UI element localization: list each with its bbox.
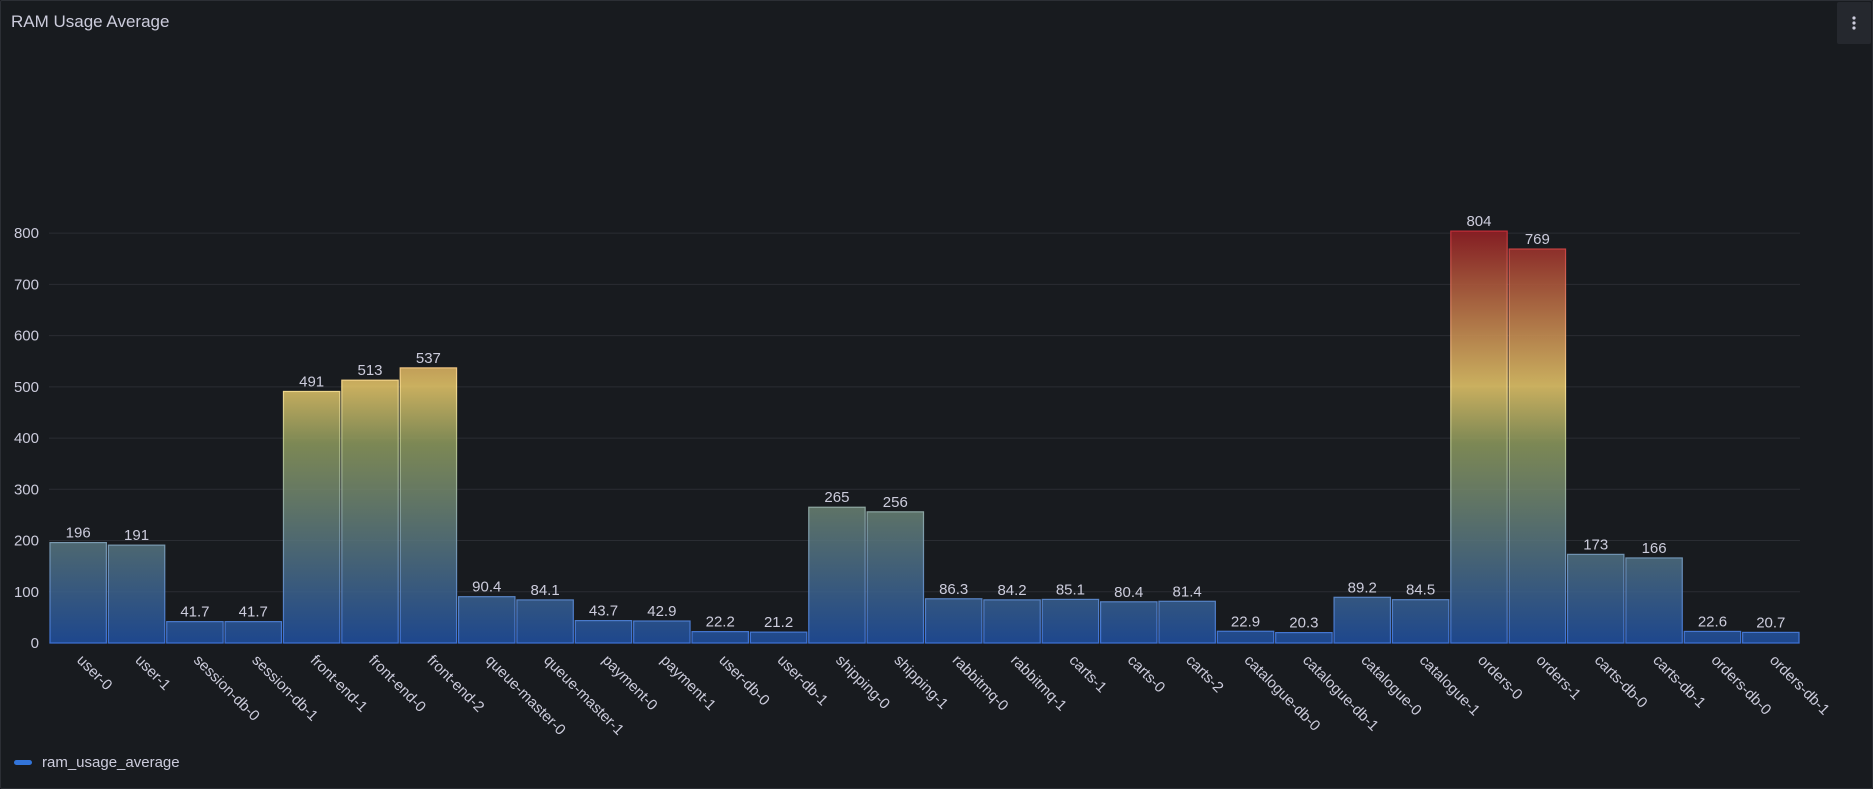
bar[interactable] [808, 506, 866, 644]
x-tick-label: front-end-0 [365, 652, 429, 716]
legend-label: ram_usage_average [42, 754, 180, 771]
y-tick-label: 200 [14, 533, 39, 550]
bar[interactable] [1683, 630, 1742, 644]
bar-value-label: 41.7 [239, 604, 268, 621]
bar[interactable] [866, 511, 925, 644]
bar-value-label: 22.2 [706, 614, 735, 631]
bar[interactable] [166, 621, 224, 644]
bar-value-label: 43.7 [589, 603, 618, 620]
bar[interactable] [399, 367, 458, 644]
bar-value-label: 90.4 [472, 579, 501, 596]
bar[interactable] [1041, 598, 1100, 644]
x-tick-label: payment-1 [657, 652, 719, 714]
bar[interactable] [1625, 557, 1683, 644]
x-tick-label: shipping-0 [832, 652, 893, 713]
x-tick-label: user-0 [73, 652, 115, 694]
bar[interactable] [1099, 601, 1158, 644]
bar[interactable] [1333, 596, 1392, 644]
bar-value-label: 769 [1525, 231, 1550, 248]
x-tick-label: orders-db-0 [1708, 652, 1775, 719]
y-tick-label: 700 [14, 276, 39, 293]
vertical-ellipsis-icon [1852, 16, 1856, 30]
bar-value-label: 89.2 [1348, 579, 1377, 596]
x-tick-label: payment-0 [599, 652, 661, 714]
y-tick-label: 500 [14, 379, 39, 396]
bar-value-label: 84.5 [1406, 582, 1435, 599]
x-tick-label: carts-2 [1182, 652, 1226, 696]
bar[interactable] [49, 541, 107, 644]
x-tick-label: carts-db-1 [1649, 652, 1709, 712]
bar-value-label: 42.9 [647, 603, 676, 620]
bar[interactable] [633, 620, 691, 644]
bar[interactable] [516, 599, 574, 644]
x-tick-label: carts-1 [1066, 652, 1110, 696]
y-tick-label: 600 [14, 328, 39, 345]
x-tick-label: rabbitmq-0 [949, 652, 1012, 715]
panel-title: RAM Usage Average [11, 12, 170, 31]
bar-value-label: 21.2 [764, 614, 793, 631]
bar[interactable] [457, 596, 516, 644]
x-tick-label: front-end-2 [424, 652, 488, 716]
bar-value-label: 81.4 [1173, 583, 1202, 600]
bar-value-label: 265 [824, 489, 849, 506]
x-tick-label: orders-1 [1533, 652, 1585, 704]
bar[interactable] [1742, 631, 1800, 644]
y-tick-label: 0 [31, 635, 39, 652]
bar-value-label: 41.7 [180, 604, 209, 621]
bar[interactable] [574, 620, 633, 644]
bar-value-label: 537 [416, 350, 441, 367]
legend-swatch [14, 760, 32, 765]
bar-value-label: 20.3 [1289, 615, 1318, 632]
bar-value-label: 256 [883, 494, 908, 511]
x-tick-label: carts-0 [1124, 652, 1168, 696]
bar[interactable] [282, 390, 341, 644]
panel-menu-button[interactable] [1837, 2, 1871, 44]
x-tick-label: orders-db-1 [1766, 652, 1833, 719]
y-tick-label: 100 [14, 584, 39, 601]
bar[interactable] [1158, 600, 1216, 644]
bar[interactable] [691, 631, 749, 644]
bar-value-label: 85.1 [1056, 581, 1085, 598]
y-tick-label: 300 [14, 481, 39, 498]
bar-value-label: 196 [66, 525, 91, 542]
bar-value-label: 22.9 [1231, 613, 1260, 630]
bar-value-label: 173 [1583, 536, 1608, 553]
bar[interactable] [1566, 553, 1625, 644]
x-tick-label: orders-0 [1474, 652, 1526, 704]
bar-value-label: 20.7 [1756, 614, 1785, 631]
bar[interactable] [1275, 632, 1333, 644]
bar-value-label: 86.3 [939, 581, 968, 598]
x-tick-label: carts-db-0 [1591, 652, 1651, 712]
bar[interactable] [107, 544, 166, 644]
bar-value-label: 22.6 [1698, 613, 1727, 630]
legend[interactable]: ram_usage_average [14, 754, 180, 771]
bar-value-label: 491 [299, 373, 324, 390]
bar-value-label: 166 [1642, 540, 1667, 557]
bar[interactable] [1216, 630, 1275, 644]
bar[interactable] [983, 599, 1041, 644]
bar-value-label: 84.2 [997, 582, 1026, 599]
bar[interactable] [1391, 599, 1450, 644]
bar[interactable] [224, 621, 283, 644]
y-tick-label: 800 [14, 225, 39, 242]
x-tick-label: user-db-0 [715, 652, 772, 709]
x-tick-label: catalogue-1 [1416, 652, 1483, 719]
bar[interactable] [749, 631, 808, 644]
bar-value-label: 513 [358, 362, 383, 379]
bar-value-label: 191 [124, 527, 149, 544]
bar-value-label: 84.1 [531, 582, 560, 599]
y-tick-label: 400 [14, 430, 39, 447]
bar-value-label: 804 [1466, 213, 1491, 230]
bar[interactable] [1508, 248, 1567, 644]
x-tick-label: user-1 [132, 652, 174, 694]
x-tick-label: user-db-1 [774, 652, 831, 709]
x-tick-label: rabbitmq-1 [1007, 652, 1070, 715]
x-tick-label: shipping-1 [890, 652, 951, 713]
bar-value-label: 80.4 [1114, 584, 1143, 601]
bar[interactable] [1450, 230, 1508, 644]
bar[interactable] [341, 379, 399, 644]
x-tick-label: front-end-1 [307, 652, 371, 716]
bar[interactable] [924, 598, 983, 644]
